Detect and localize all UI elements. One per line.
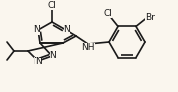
Text: N: N	[64, 25, 70, 34]
Text: Br: Br	[145, 13, 155, 22]
Text: N: N	[35, 58, 41, 67]
Text: N: N	[50, 52, 56, 61]
Text: N: N	[34, 56, 40, 66]
Text: N: N	[34, 25, 40, 34]
Text: Cl: Cl	[104, 9, 112, 18]
Text: N: N	[34, 25, 40, 34]
Text: Cl: Cl	[48, 0, 56, 9]
Text: N: N	[50, 52, 56, 61]
Text: NH: NH	[81, 43, 95, 52]
Text: N: N	[64, 25, 70, 34]
